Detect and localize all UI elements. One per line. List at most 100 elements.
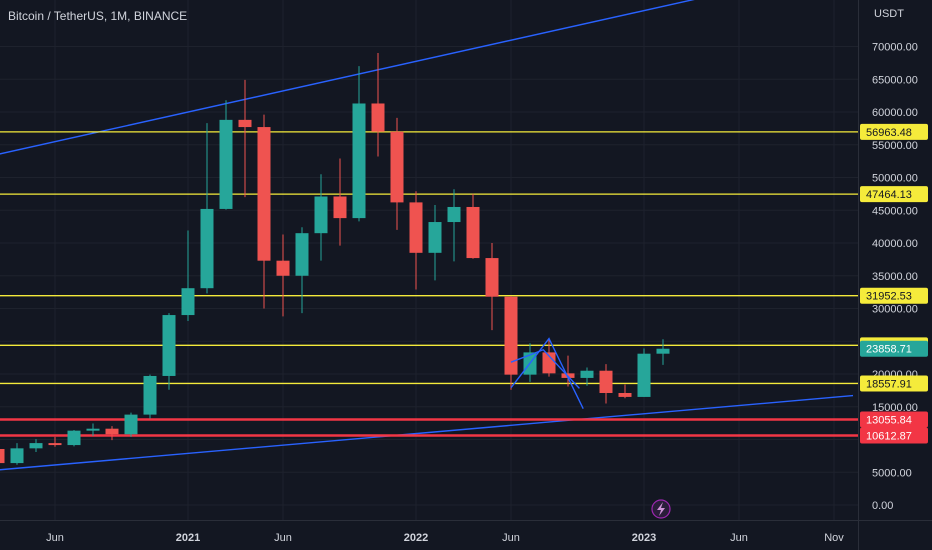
candle-body: [257, 127, 271, 261]
price-label-text: 18557.91: [866, 378, 912, 390]
price-label-box: [860, 186, 928, 203]
price-label: 10612.87: [860, 427, 928, 444]
candle: [409, 191, 423, 290]
price-label-box: [860, 411, 928, 428]
candle: [314, 174, 328, 261]
x-tick-label: Nov: [824, 532, 844, 544]
x-tick-label: Jun: [502, 532, 520, 544]
candle-body: [333, 196, 347, 219]
y-tick-label: 35000.00: [872, 271, 918, 283]
candle: [618, 384, 632, 399]
price-label: 56963.48: [860, 123, 928, 140]
candle-body: [656, 348, 670, 354]
x-tick-label: 2021: [176, 532, 200, 544]
candle-body: [390, 131, 404, 203]
candle-body: [238, 119, 252, 128]
candle: [48, 436, 62, 447]
y-tick-label: 40000.00: [872, 238, 918, 250]
candle-body: [504, 296, 518, 375]
lightning-icon: [651, 499, 671, 519]
candle-body: [618, 392, 632, 397]
candle-body: [371, 103, 385, 132]
wedge-pattern: [510, 337, 584, 410]
candle: [390, 117, 404, 230]
candle: [29, 439, 43, 452]
candle: [428, 205, 442, 281]
pattern-outer-line: [510, 337, 584, 410]
candle: [181, 230, 195, 321]
candle: [219, 100, 233, 210]
price-axis-separator: [858, 0, 859, 550]
candle: [447, 189, 461, 262]
pattern-inner-line: [510, 348, 580, 389]
price-label: 31952.53: [860, 287, 928, 304]
x-tick-label: Jun: [274, 532, 292, 544]
candle-body: [637, 353, 651, 397]
trendlines: [0, 0, 854, 471]
price-label: 18557.91: [860, 375, 928, 392]
price-label: 23858.71: [860, 340, 928, 357]
candle-body: [48, 443, 62, 446]
candle: [485, 243, 499, 331]
y-tick-label: 15000.00: [872, 402, 918, 414]
x-tick-label: 2022: [404, 532, 428, 544]
candle-body: [409, 202, 423, 253]
price-label-text: 47464.13: [866, 189, 912, 201]
candle: [257, 114, 271, 309]
candle: [67, 430, 81, 447]
trendline: [0, 0, 695, 155]
price-label-box: [860, 340, 928, 357]
candle-body: [29, 443, 43, 449]
y-tick-label: 60000.00: [872, 107, 918, 119]
candle: [599, 364, 613, 404]
candles: [0, 53, 670, 465]
candle-body: [276, 260, 290, 276]
candle-body: [0, 448, 5, 464]
price-label: 13055.84: [860, 411, 928, 428]
price-axis: 70000.00 65000.00 60000.00 55000.00 50000.00…: [860, 42, 928, 512]
candle: [333, 158, 347, 246]
candle: [352, 66, 366, 222]
candle-body: [181, 288, 195, 316]
price-label-box: [860, 287, 928, 304]
candle: [238, 79, 252, 198]
candle: [276, 234, 290, 317]
candle-body: [10, 448, 24, 464]
candle-body: [143, 375, 157, 415]
candle-body: [314, 196, 328, 234]
candle-body: [599, 370, 613, 393]
price-label-box: [860, 427, 928, 444]
x-tick-label: 2023: [632, 532, 656, 544]
chart-title: Bitcoin / TetherUS, 1M, BINANCE: [8, 9, 188, 23]
candle-body: [219, 119, 233, 209]
y-tick-label: 45000.00: [872, 205, 918, 217]
candle: [504, 296, 518, 390]
y-tick-label: 65000.00: [872, 74, 918, 86]
price-label-text: 13055.84: [866, 414, 912, 426]
candle: [466, 193, 480, 259]
candle: [86, 423, 100, 436]
candle-body: [124, 414, 138, 435]
candle-body: [447, 206, 461, 223]
candle-body: [105, 428, 119, 435]
candle: [0, 448, 5, 464]
price-label-text: 10612.87: [866, 430, 912, 442]
candle: [656, 339, 670, 365]
candle-body: [86, 428, 100, 431]
y-tick-label: 5000.00: [872, 467, 912, 479]
candle: [162, 313, 176, 390]
price-label-text: 23858.71: [866, 344, 912, 356]
candle-body: [466, 206, 480, 259]
candle: [143, 374, 157, 419]
price-label: 47464.13: [860, 186, 928, 203]
candle-body: [542, 352, 556, 374]
candle-body: [162, 315, 176, 376]
price-unit: USDT: [874, 8, 904, 20]
price-label-box: [860, 375, 928, 392]
candle-body: [295, 233, 309, 276]
candle: [10, 443, 24, 465]
grid-lines: [0, 0, 858, 520]
candle: [371, 53, 385, 157]
candle-body: [580, 370, 594, 378]
